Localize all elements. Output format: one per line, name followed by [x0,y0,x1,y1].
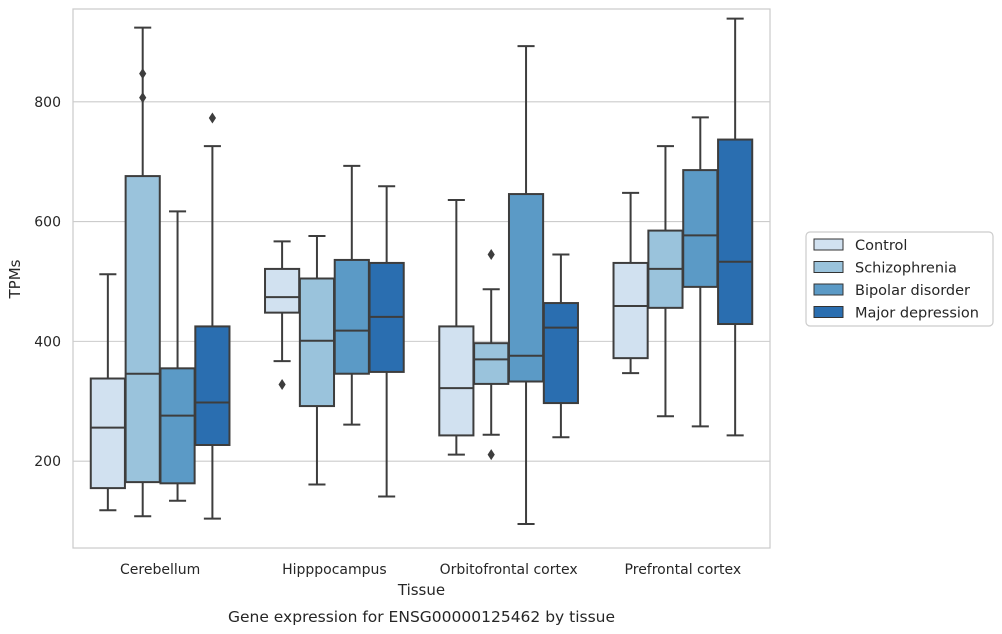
box-group [438,199,475,456]
x-tick-label: Orbitofrontal cortex [440,562,578,578]
box-iqr [159,367,196,485]
box-group [264,240,301,391]
plot-area-frame [72,8,771,549]
box-group [194,112,231,520]
y-tick-label: 600 [34,215,61,231]
box-group [647,145,684,418]
box-iqr [717,138,754,326]
legend-swatch [813,261,844,273]
y-tick-label: 800 [34,95,61,111]
chart-caption: Gene expression for ENSG00000125462 by t… [228,608,615,626]
legend-entry-label: Bipolar disorder [855,283,970,299]
y-tick-label: 400 [34,334,61,350]
legend-frame [805,231,994,327]
x-axis: Cerebellum Hipppocampus Orbitofrontal cort… [120,562,741,578]
x-axis-title: Tissue [397,581,445,599]
box-iqr [333,258,370,375]
box-group [124,26,161,518]
x-tick-label: Cerebellum [120,562,200,578]
box-group [89,273,126,512]
legend-swatch [813,238,844,251]
box-iqr [264,267,301,314]
outlier-marker [208,112,216,124]
legend-swatch [813,283,844,296]
legend-swatch [813,306,844,318]
y-tick-label: 200 [34,454,61,470]
box-group [542,253,579,439]
legend: Control Schizophrenia Bipolar disorder Majo… [805,231,994,327]
outlier-marker [139,92,147,104]
legend-entry-label: Control [855,238,907,254]
legend-entry-label: Major depression [855,306,979,322]
box-iqr [542,302,579,405]
legend-entry-label: Schizophrenia [855,261,957,277]
box-group [333,164,370,426]
box-iqr [89,377,126,490]
x-tick-label: Prefrontal cortex [625,562,742,578]
box-iqr [124,175,161,484]
outlier-marker [487,449,495,461]
box-iqr [682,169,719,288]
box-iqr [298,277,336,408]
box-group [612,191,649,375]
box-iqr [194,325,231,446]
box-iqr [507,193,545,383]
box-iqr [438,325,475,437]
box-iqr [612,261,649,360]
outlier-marker [139,68,147,80]
box-group [298,234,336,486]
box-group [682,116,719,428]
box-iqr [473,342,510,385]
y-axis: 200 400 600 800 [34,95,61,470]
outlier-marker [278,379,286,391]
boxes-layer [89,17,754,526]
x-tick-label: Hipppocampus [282,562,387,578]
box-group [368,185,405,498]
y-axis-title: TPMs [6,259,24,299]
box-group [473,249,510,461]
outlier-marker [487,249,495,261]
box-group [717,17,754,437]
box-group [507,45,545,526]
